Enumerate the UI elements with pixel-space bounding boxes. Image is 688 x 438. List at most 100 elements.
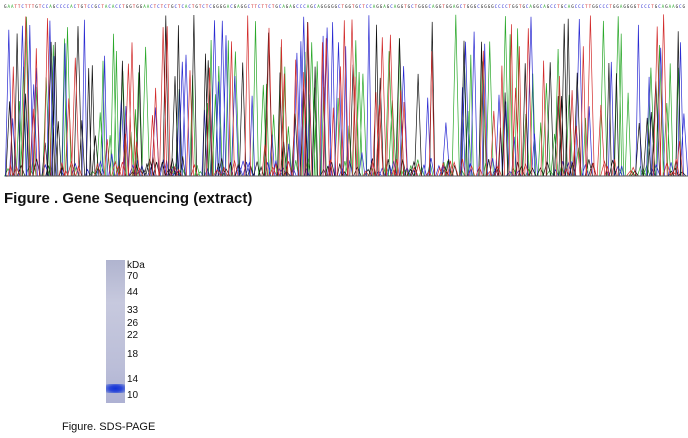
base-call-letter: C (209, 4, 212, 9)
base-call-letter: G (561, 4, 564, 9)
base-call-letter: G (536, 4, 539, 9)
base-call-letter: G (126, 4, 129, 9)
marker-33: 33 (127, 305, 139, 316)
base-call-letter: T (589, 4, 592, 9)
base-call-letter: C (648, 4, 651, 9)
marker-18: 18 (127, 349, 139, 360)
base-call-letter: G (275, 4, 278, 9)
base-call-letter: C (411, 4, 414, 9)
base-call-letter: G (286, 4, 289, 9)
base-call-letter: G (571, 4, 574, 9)
base-call-letter: A (112, 4, 115, 9)
base-call-letter: G (140, 4, 143, 9)
base-call-letter: G (676, 4, 679, 9)
base-call-letter: G (512, 4, 515, 9)
base-call-letter: G (484, 4, 487, 9)
base-call-letter: G (220, 4, 223, 9)
base-call-letter: C (258, 4, 261, 9)
base-call-letter: A (529, 4, 532, 9)
base-call-letter: C (108, 4, 111, 9)
base-call-letter: T (404, 4, 407, 9)
base-call-letter: G (470, 4, 473, 9)
base-call-letter: G (331, 4, 334, 9)
sequencing-caption: Figure . Gene Sequencing (extract) (4, 190, 253, 207)
base-call-letter: T (14, 4, 17, 9)
base-call-letter: G (627, 4, 630, 9)
base-call-letter: C (338, 4, 341, 9)
base-call-letter: G (234, 4, 237, 9)
base-call-letter: G (355, 4, 358, 9)
base-call-letter: G (592, 4, 595, 9)
base-call-letter: G (53, 4, 56, 9)
base-call-letter: G (481, 4, 484, 9)
base-call-letter: A (383, 4, 386, 9)
base-call-letter: C (606, 4, 609, 9)
base-call-letter: G (425, 4, 428, 9)
base-call-letter: G (171, 4, 174, 9)
base-call-letter: G (613, 4, 616, 9)
base-call-letter: C (296, 4, 299, 9)
base-call-letter: C (314, 4, 317, 9)
base-call-letter: G (491, 4, 494, 9)
base-call-letter: G (665, 4, 668, 9)
base-call-letter: C (550, 4, 553, 9)
base-call-letter: C (679, 4, 682, 9)
base-call-letter: C (119, 4, 122, 9)
marker-10: 10 (127, 390, 139, 401)
base-call-letter: G (446, 4, 449, 9)
base-call-letter: G (623, 4, 626, 9)
base-call-letter: G (244, 4, 247, 9)
protein-band (106, 384, 125, 393)
base-call-letter: G (310, 4, 313, 9)
base-call-letter: T (272, 4, 275, 9)
base-call-letter: T (415, 4, 418, 9)
base-call-letter: C (150, 4, 153, 9)
base-call-letter: T (509, 4, 512, 9)
base-call-letter: C (582, 4, 585, 9)
base-call-letter: G (387, 4, 390, 9)
base-call-letter: G (324, 4, 327, 9)
marker-unit-label: kDa (127, 260, 145, 271)
base-call-letter: T (28, 4, 31, 9)
marker-26: 26 (127, 318, 139, 329)
base-call-letter: C (88, 4, 91, 9)
base-call-letter: C (300, 4, 303, 9)
base-call-letter: T (192, 4, 195, 9)
base-call-letter: G (397, 4, 400, 9)
base-call-letter: G (213, 4, 216, 9)
base-call-letter: G (467, 4, 470, 9)
base-call-letter: G (683, 4, 686, 9)
base-call-letter: C (603, 4, 606, 9)
base-call-letter: G (195, 4, 198, 9)
base-call-letter: G (408, 4, 411, 9)
base-call-letter: T (32, 4, 35, 9)
base-call-letter: G (4, 4, 7, 9)
base-call-letter: T (122, 4, 125, 9)
base-call-letter: G (596, 4, 599, 9)
base-call-letter: A (453, 4, 456, 9)
base-call-letter: G (456, 4, 459, 9)
base-call-letter: C (369, 4, 372, 9)
base-call-letter: T (463, 4, 466, 9)
gel-lane (106, 260, 125, 403)
base-call-letter: A (543, 4, 546, 9)
base-call-letter: C (359, 4, 362, 9)
base-call-letter: T (178, 4, 181, 9)
base-call-letter: C (477, 4, 480, 9)
marker-70: 70 (127, 271, 139, 282)
base-call-letter: A (317, 4, 320, 9)
base-call-letter: A (568, 4, 571, 9)
base-call-letter: C (599, 4, 602, 9)
base-call-letter: T (609, 4, 612, 9)
base-call-letter: C (390, 4, 393, 9)
base-call-letter: T (442, 4, 445, 9)
marker-22: 22 (127, 330, 139, 341)
base-call-letter: T (651, 4, 654, 9)
base-call-letter: G (474, 4, 477, 9)
base-call-letter: T (557, 4, 560, 9)
base-call-letter: T (362, 4, 365, 9)
base-call-letter: G (241, 4, 244, 9)
base-call-letter: C (303, 4, 306, 9)
